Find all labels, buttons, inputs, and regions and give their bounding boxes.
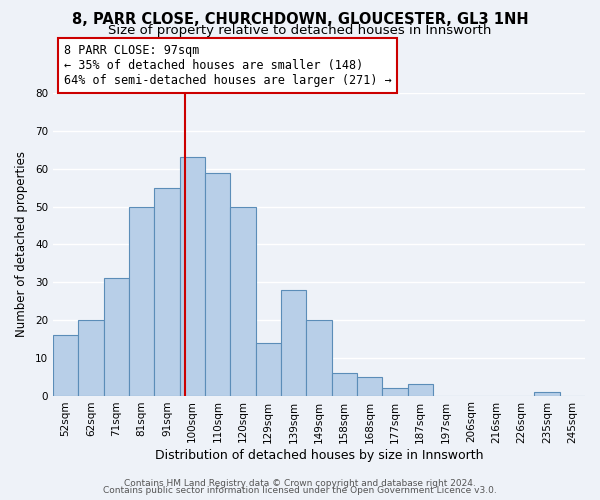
Bar [535, 392, 560, 396]
Bar [407, 384, 433, 396]
Bar [306, 320, 332, 396]
Bar [382, 388, 407, 396]
Text: 8, PARR CLOSE, CHURCHDOWN, GLOUCESTER, GL3 1NH: 8, PARR CLOSE, CHURCHDOWN, GLOUCESTER, G… [71, 12, 529, 28]
Text: Size of property relative to detached houses in Innsworth: Size of property relative to detached ho… [109, 24, 491, 37]
Text: Contains public sector information licensed under the Open Government Licence v3: Contains public sector information licen… [103, 486, 497, 495]
Bar [154, 188, 179, 396]
Bar [104, 278, 129, 396]
Y-axis label: Number of detached properties: Number of detached properties [15, 152, 28, 338]
Text: 8 PARR CLOSE: 97sqm
← 35% of detached houses are smaller (148)
64% of semi-detac: 8 PARR CLOSE: 97sqm ← 35% of detached ho… [64, 44, 391, 87]
Bar [332, 373, 357, 396]
Bar [357, 376, 382, 396]
Bar [281, 290, 306, 396]
Text: Contains HM Land Registry data © Crown copyright and database right 2024.: Contains HM Land Registry data © Crown c… [124, 478, 476, 488]
X-axis label: Distribution of detached houses by size in Innsworth: Distribution of detached houses by size … [155, 450, 483, 462]
Bar [78, 320, 104, 396]
Bar [256, 342, 281, 396]
Bar [179, 158, 205, 396]
Bar [205, 172, 230, 396]
Bar [230, 206, 256, 396]
Bar [129, 206, 154, 396]
Bar [53, 335, 78, 396]
